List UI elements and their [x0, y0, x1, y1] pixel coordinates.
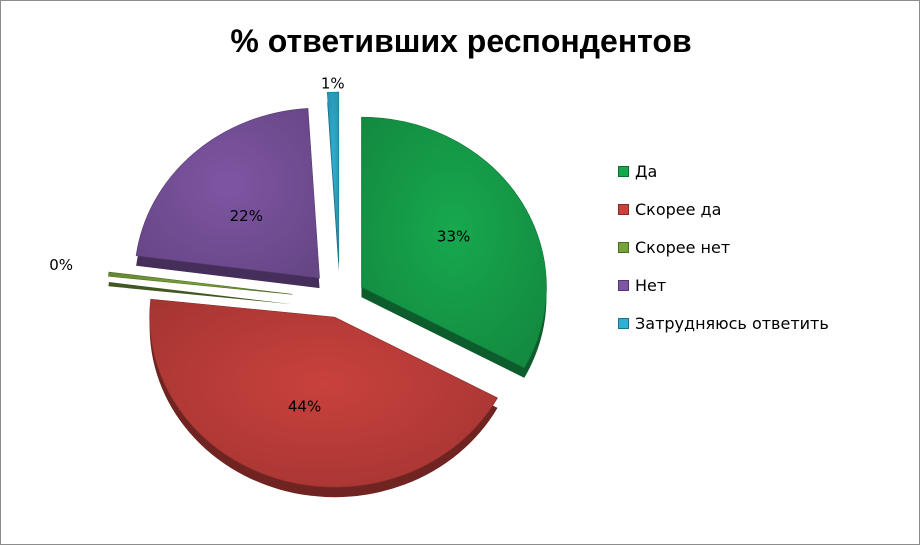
legend-item-2: Скорее нет — [618, 228, 829, 266]
pie-slice-1 — [149, 298, 498, 488]
pie-slice-4 — [326, 91, 340, 263]
legend-label-4: Затрудняюсь ответить — [635, 313, 829, 333]
legend-label-3: Нет — [635, 275, 667, 295]
legend-label-1: Скорее да — [635, 199, 722, 219]
legend-label-2: Скорее нет — [635, 237, 731, 257]
legend-item-3: Нет — [618, 266, 829, 304]
pie-slice-depth-2 — [108, 282, 293, 305]
legend-label-0: Да — [635, 161, 658, 181]
pie-slice-3 — [135, 108, 320, 279]
legend-item-1: Скорее да — [618, 190, 829, 228]
legend-item-4: Затрудняюсь ответить — [618, 304, 829, 342]
chart-legend: Да Скорее да Скорее нет Нет Затрудняюсь отве… — [618, 152, 829, 342]
pie-slice-0 — [361, 116, 547, 369]
legend-swatch-3 — [618, 279, 629, 291]
data-label-3: 22% — [230, 207, 263, 225]
pie-slice-2 — [108, 271, 293, 295]
data-label-2: 0% — [49, 256, 73, 274]
legend-swatch-0 — [618, 165, 629, 177]
legend-swatch-2 — [618, 241, 629, 253]
data-label-0: 33% — [437, 228, 470, 246]
legend-swatch-1 — [618, 203, 629, 215]
data-label-4: 1% — [321, 75, 345, 93]
data-label-1: 44% — [288, 398, 321, 416]
legend-item-0: Да — [618, 152, 829, 190]
chart-title: % ответивших респондентов — [230, 23, 692, 59]
legend-swatch-4 — [618, 317, 629, 329]
